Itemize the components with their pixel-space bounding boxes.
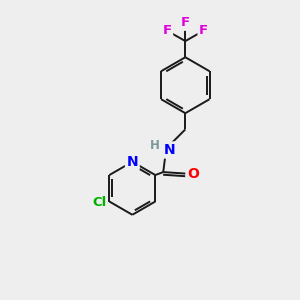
Text: N: N [163, 143, 175, 157]
Text: F: F [181, 16, 190, 29]
Text: F: F [163, 24, 172, 37]
Text: N: N [127, 155, 138, 169]
Text: H: H [150, 139, 160, 152]
Text: O: O [188, 167, 200, 181]
Text: F: F [199, 24, 208, 37]
Text: Cl: Cl [92, 196, 106, 209]
